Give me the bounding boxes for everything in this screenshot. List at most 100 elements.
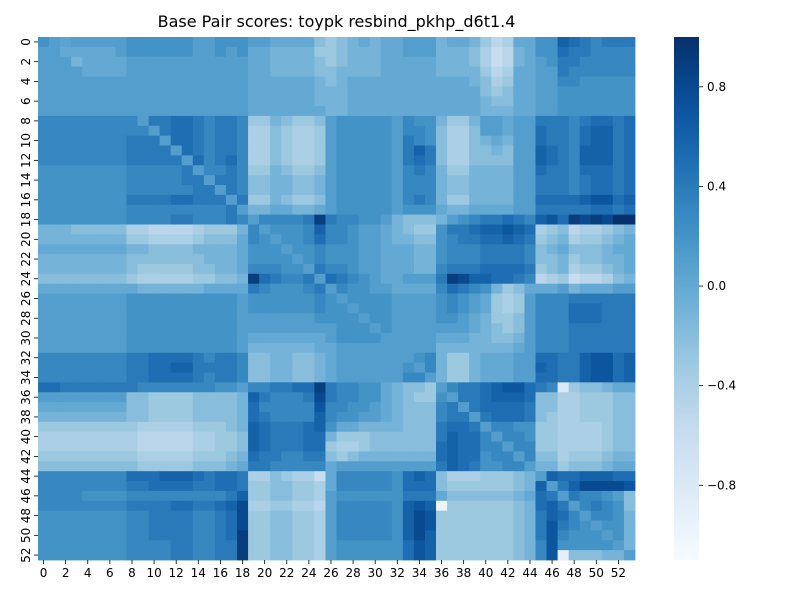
heatmap-cell — [402, 550, 415, 561]
heatmap-cell — [115, 273, 127, 285]
heatmap-cell — [203, 372, 216, 383]
heatmap-cell — [546, 490, 559, 502]
heatmap-cell — [292, 461, 304, 472]
heatmap-cell — [292, 145, 304, 156]
heatmap-cell — [546, 204, 559, 216]
heatmap-cell — [259, 194, 271, 206]
heatmap-cell — [93, 86, 105, 97]
heatmap-cell — [447, 76, 459, 87]
heatmap-cell — [281, 165, 293, 176]
heatmap-cell — [281, 411, 293, 423]
heatmap-cell — [49, 382, 61, 393]
heatmap-cell — [325, 76, 337, 87]
heatmap-cell — [292, 66, 304, 77]
heatmap-cell — [491, 76, 503, 87]
heatmap-cell — [314, 323, 326, 334]
heatmap-cell — [170, 342, 183, 354]
heatmap-cell — [369, 471, 382, 482]
heatmap-cell — [380, 382, 393, 393]
heatmap-cell — [623, 106, 636, 117]
heatmap-cell — [303, 500, 315, 512]
heatmap-cell — [137, 471, 149, 482]
heatmap-cell — [159, 372, 172, 383]
heatmap-cell — [557, 106, 570, 117]
heatmap-cell — [568, 550, 581, 561]
heatmap-cell — [546, 135, 559, 146]
heatmap-cell — [115, 481, 127, 492]
heatmap-cell — [458, 500, 470, 512]
heatmap-cell — [336, 451, 348, 462]
heatmap-cell — [248, 490, 260, 502]
heatmap-cell — [93, 323, 105, 334]
heatmap-cell — [369, 303, 382, 314]
heatmap-cell — [292, 451, 304, 462]
heatmap-cell — [535, 283, 547, 294]
heatmap-cell — [513, 293, 525, 304]
heatmap-cell — [402, 254, 415, 265]
heatmap-cell — [170, 76, 183, 87]
heatmap-cell — [557, 411, 570, 423]
heatmap-cell — [380, 56, 393, 68]
heatmap-cell — [170, 293, 183, 304]
heatmap-cell — [137, 520, 149, 531]
heatmap-cell — [115, 382, 127, 393]
heatmap-cell — [203, 86, 216, 97]
heatmap-cell — [259, 550, 271, 561]
heatmap-cell — [181, 421, 194, 433]
heatmap-cell — [458, 135, 470, 146]
heatmap-cell — [623, 155, 636, 166]
heatmap-cell — [402, 37, 415, 48]
heatmap-cell — [281, 382, 293, 393]
heatmap-cell — [115, 96, 127, 107]
heatmap-cell — [358, 175, 371, 186]
heatmap-cell — [126, 115, 138, 127]
heatmap-cell — [71, 352, 83, 364]
heatmap-cell — [491, 224, 503, 235]
heatmap-cell — [292, 86, 304, 97]
heatmap-cell — [148, 342, 161, 354]
heatmap-cell — [281, 194, 293, 206]
heatmap-cell — [237, 431, 249, 442]
heatmap-cell — [71, 254, 83, 265]
heatmap-cell — [237, 194, 249, 206]
heatmap-cell — [270, 115, 282, 127]
heatmap-cell — [590, 530, 603, 541]
heatmap-cell — [413, 115, 426, 127]
heatmap-cell — [391, 293, 404, 304]
heatmap-cell — [181, 214, 194, 225]
heatmap-cell — [436, 234, 448, 245]
y-tick-label: 24 — [19, 271, 33, 286]
heatmap-cell — [137, 333, 149, 344]
heatmap-cell — [137, 224, 149, 235]
heatmap-cell — [214, 135, 227, 146]
heatmap-cell — [181, 540, 194, 551]
heatmap-cell — [181, 204, 194, 216]
heatmap-cell — [424, 303, 437, 314]
heatmap-cell — [181, 224, 194, 235]
heatmap-cell — [413, 421, 426, 433]
heatmap-cell — [380, 115, 393, 127]
heatmap-cell — [380, 490, 393, 502]
heatmap-cell — [281, 451, 293, 462]
heatmap-cell — [71, 234, 83, 245]
heatmap-cell — [314, 530, 326, 541]
heatmap-cell — [369, 372, 382, 383]
heatmap-cell — [292, 313, 304, 324]
heatmap-cell — [447, 352, 459, 364]
heatmap-cell — [601, 441, 614, 452]
heatmap-cell — [336, 323, 348, 334]
heatmap-cell — [203, 313, 216, 324]
heatmap-cell — [159, 352, 172, 364]
heatmap-cell — [369, 145, 382, 156]
heatmap-cell — [369, 431, 382, 442]
heatmap-cell — [270, 194, 282, 206]
heatmap-cell — [225, 37, 238, 48]
heatmap-cell — [303, 135, 315, 146]
heatmap-cell — [524, 352, 536, 364]
heatmap-cell — [380, 471, 393, 482]
heatmap-cell — [314, 352, 326, 364]
x-tick-label: 10 — [146, 566, 161, 580]
heatmap-cell — [214, 352, 227, 364]
heatmap-cell — [203, 155, 216, 166]
heatmap-cell — [336, 145, 348, 156]
